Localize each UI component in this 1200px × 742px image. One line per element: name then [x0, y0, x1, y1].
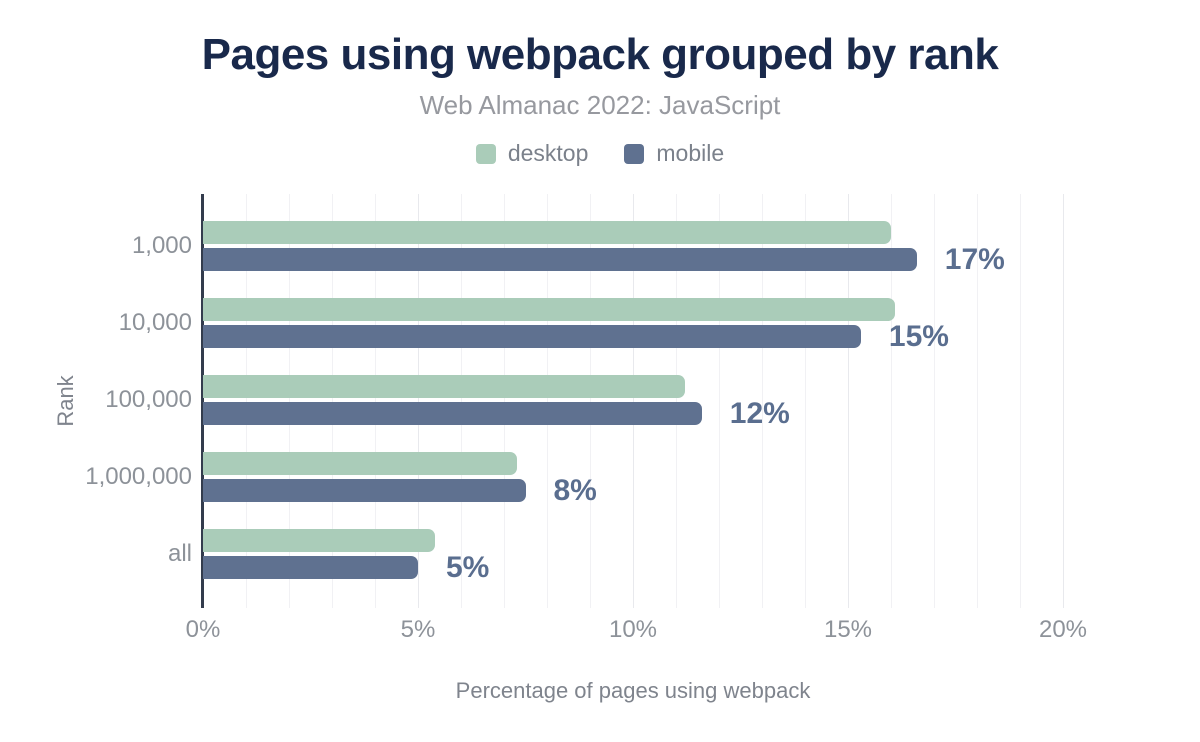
- gridline: [934, 194, 935, 608]
- bar-value-label: 5%: [446, 550, 490, 584]
- gridline: [332, 194, 333, 608]
- legend-item-desktop[interactable]: desktop: [475, 140, 589, 167]
- gridline: [676, 194, 677, 608]
- bar-mobile: [203, 325, 861, 348]
- gridline: [375, 194, 376, 608]
- bar-mobile: [203, 248, 917, 271]
- gridline: [805, 194, 806, 608]
- y-tick-label: 1,000,000: [85, 463, 192, 490]
- gridline: [461, 194, 462, 608]
- desktop-series-swatch-icon: [475, 143, 496, 164]
- chart-title: Pages using webpack grouped by rank: [201, 30, 999, 79]
- bar-desktop: [203, 375, 685, 398]
- gridline: [977, 194, 978, 608]
- gridline: [1063, 194, 1064, 608]
- gridline: [762, 194, 763, 608]
- y-tick-label: all: [167, 540, 192, 567]
- gridline: [590, 194, 591, 608]
- bar-value-label: 15%: [888, 319, 949, 353]
- y-tick-label: 10,000: [118, 309, 192, 336]
- x-tick-label: 0%: [185, 616, 221, 643]
- bar-desktop: [203, 529, 436, 552]
- x-axis-title: Percentage of pages using webpack: [455, 678, 811, 703]
- y-axis-title: Rank: [53, 375, 78, 427]
- legend-item-mobile[interactable]: mobile: [624, 140, 724, 167]
- gridline: [504, 194, 505, 608]
- bar-mobile: [203, 402, 702, 425]
- y-axis-line: [201, 194, 204, 608]
- x-tick-label: 15%: [823, 616, 873, 643]
- gridline: [719, 194, 720, 608]
- gridline: [547, 194, 548, 608]
- gridline: [848, 194, 849, 608]
- x-tick-label: 20%: [1038, 616, 1088, 643]
- bar-desktop: [203, 452, 517, 475]
- bar-value-label: 17%: [944, 242, 1005, 276]
- mobile-series-swatch-icon: [624, 143, 645, 164]
- gridline: [289, 194, 290, 608]
- bar-desktop: [203, 298, 896, 321]
- legend-label-desktop: desktop: [507, 140, 589, 166]
- bar-mobile: [203, 479, 526, 502]
- bar-value-label: 8%: [553, 473, 597, 507]
- gridline: [633, 194, 634, 608]
- bar-desktop: [203, 221, 891, 244]
- chart-subtitle: Web Almanac 2022: JavaScript: [419, 90, 781, 120]
- x-tick-label: 5%: [400, 616, 436, 643]
- y-tick-label: 100,000: [105, 386, 192, 413]
- legend-label-mobile: mobile: [656, 140, 725, 166]
- gridline: [246, 194, 247, 608]
- gridline: [1020, 194, 1021, 608]
- bar-value-label: 12%: [729, 396, 790, 430]
- x-tick-label: 10%: [608, 616, 658, 643]
- gridline: [418, 194, 419, 608]
- y-tick-label: 1,000: [131, 232, 192, 259]
- gridline: [891, 194, 892, 608]
- legend: desktop mobile: [0, 140, 1200, 167]
- bar-mobile: [203, 556, 418, 579]
